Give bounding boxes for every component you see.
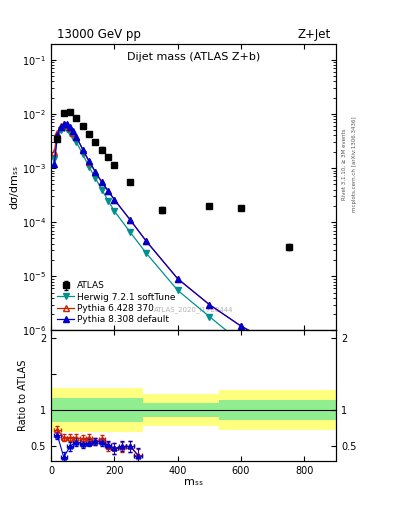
Text: Z+Jet: Z+Jet: [297, 28, 330, 40]
Y-axis label: Ratio to ATLAS: Ratio to ATLAS: [18, 360, 28, 431]
Y-axis label: dσ/dmₛₛ: dσ/dmₛₛ: [9, 165, 19, 209]
Text: ATLAS_2020_I1788444: ATLAS_2020_I1788444: [154, 307, 233, 313]
Text: mcplots.cern.ch [arXiv:1306.3436]: mcplots.cern.ch [arXiv:1306.3436]: [352, 116, 357, 211]
Text: Rivet 3.1.10, ≥ 3M events: Rivet 3.1.10, ≥ 3M events: [342, 128, 347, 200]
Text: Dijet mass (ATLAS Z+b): Dijet mass (ATLAS Z+b): [127, 52, 260, 62]
X-axis label: mₛₛ: mₛₛ: [184, 477, 203, 487]
Text: 13000 GeV pp: 13000 GeV pp: [57, 28, 141, 40]
Legend: ATLAS, Herwig 7.2.1 softTune, Pythia 6.428 370, Pythia 8.308 default: ATLAS, Herwig 7.2.1 softTune, Pythia 6.4…: [55, 280, 178, 326]
